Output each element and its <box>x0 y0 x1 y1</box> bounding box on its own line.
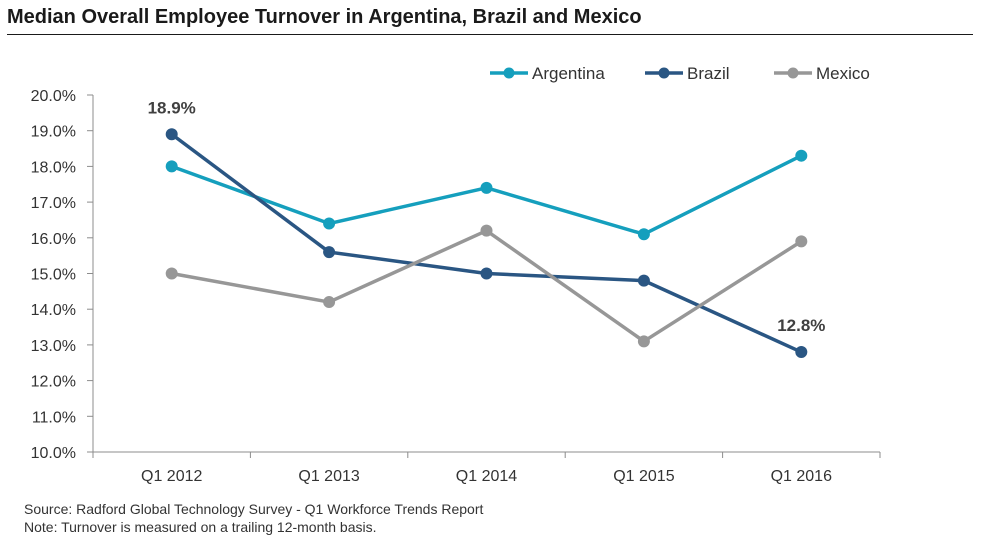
legend-marker-argentina <box>503 67 515 79</box>
series-line-brazil <box>170 132 803 354</box>
data-point-brazil <box>323 246 336 259</box>
data-label: 18.9% <box>148 98 196 117</box>
y-tick-label: 14.0% <box>31 302 76 319</box>
y-tick-label: 15.0% <box>31 267 76 284</box>
legend-label-brazil: Brazil <box>687 64 730 83</box>
y-tick-label: 13.0% <box>31 338 76 355</box>
data-point-brazil <box>165 128 178 141</box>
turnover-note: Note: Turnover is measured on a trailing… <box>24 519 377 535</box>
data-label: 12.8% <box>777 316 825 335</box>
data-point-argentina <box>637 228 650 241</box>
y-tick-label: 11.0% <box>32 409 76 426</box>
series-line-argentina <box>171 154 803 236</box>
data-point-brazil <box>480 267 493 280</box>
y-tick-label: 17.0% <box>31 195 76 212</box>
legend-marker-mexico <box>787 67 799 79</box>
y-tick-label: 18.0% <box>31 159 76 176</box>
x-tick-label: Q1 2012 <box>141 468 202 485</box>
y-tick-label: 19.0% <box>31 124 76 141</box>
chart-notes: Source: Radford Global Technology Survey… <box>24 500 483 536</box>
y-tick-label: 12.0% <box>31 374 76 391</box>
x-tick-label: Q1 2014 <box>456 468 517 485</box>
legend-label-mexico: Mexico <box>816 64 870 83</box>
data-point-mexico <box>637 335 650 348</box>
line-chart: 10.0% 11.0% 12.0% 13.0% 14.0% 15.0% 16.0% 17.0%… <box>31 64 881 485</box>
y-tick-label: 20.0% <box>31 88 76 105</box>
data-point-mexico <box>323 296 336 309</box>
x-tick-label: Q1 2015 <box>613 468 674 485</box>
x-tick-label: Q1 2016 <box>771 468 832 485</box>
data-point-mexico <box>165 267 178 280</box>
data-point-argentina <box>480 181 493 194</box>
data-point-brazil <box>795 346 808 359</box>
chart-title: Median Overall Employee Turnover in Arge… <box>7 6 642 28</box>
y-tick-label: 16.0% <box>31 231 76 248</box>
x-tick-label: Q1 2013 <box>298 468 359 485</box>
legend-label-argentina: Argentina <box>532 64 605 83</box>
source-note: Source: Radford Global Technology Survey… <box>24 501 484 517</box>
data-point-argentina <box>795 149 808 162</box>
data-point-argentina <box>165 160 178 173</box>
series-line-mexico <box>171 228 803 344</box>
data-point-mexico <box>480 224 493 237</box>
y-tick-label: 10.0% <box>31 445 76 462</box>
title-divider <box>7 34 973 35</box>
data-point-mexico <box>795 235 808 248</box>
legend-marker-brazil <box>658 67 670 79</box>
data-point-brazil <box>637 274 650 287</box>
data-point-argentina <box>323 217 336 230</box>
